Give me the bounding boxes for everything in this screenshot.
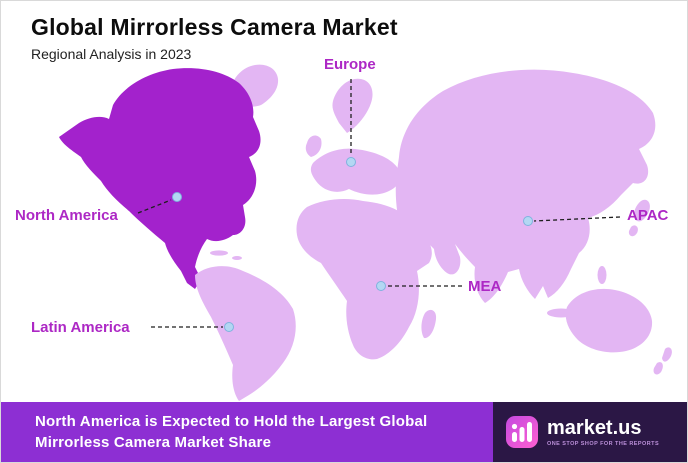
new-zealand-south-island	[653, 362, 663, 375]
region-label-north-america: North America	[15, 207, 118, 224]
north-america-connector-line	[137, 199, 172, 214]
region-label-mea: MEA	[468, 278, 502, 295]
page-subtitle: Regional Analysis in 2023	[31, 46, 192, 62]
australia-region	[565, 288, 653, 353]
brand-box: market.us ONE STOP SHOP FOR THE REPORTS	[493, 402, 687, 462]
region-label-europe: Europe	[324, 56, 376, 73]
brand-text: market.us ONE STOP SHOP FOR THE REPORTS	[547, 417, 659, 447]
europe-region	[310, 148, 400, 195]
japan-south-region	[628, 225, 638, 237]
british-isles-region	[305, 135, 322, 157]
philippines-islands	[597, 266, 607, 284]
europe-marker	[346, 157, 356, 167]
banner-message: North America is Expected to Hold the La…	[1, 402, 493, 462]
world-map	[59, 64, 672, 401]
south-america-region	[195, 266, 296, 401]
marketus-logo-icon	[506, 416, 538, 448]
bottom-banner: North America is Expected to Hold the La…	[1, 402, 687, 462]
brand-name: market.us	[547, 417, 642, 439]
mea-marker	[376, 281, 386, 291]
madagascar-region	[421, 309, 437, 339]
north-america-region	[59, 68, 261, 289]
new-zealand-north-island	[662, 347, 672, 362]
banner-line-1: North America is Expected to Hold the La…	[35, 413, 428, 430]
region-label-apac: APAC	[627, 207, 669, 224]
brand-tagline: ONE STOP SHOP FOR THE REPORTS	[547, 441, 660, 447]
latin-america-marker	[224, 322, 234, 332]
region-label-latin-america: Latin America	[31, 319, 130, 336]
scandinavia-region	[332, 78, 373, 133]
header: Global Mirrorless Camera Market Regional…	[31, 14, 398, 62]
africa-region	[296, 199, 432, 360]
caribbean-islands-small	[232, 256, 242, 260]
asia-region	[395, 69, 656, 303]
caribbean-islands	[210, 250, 228, 256]
banner-line-2: Mirrorless Camera Market Share	[35, 434, 272, 451]
apac-connector-line	[533, 216, 621, 222]
japan-region	[633, 199, 650, 222]
north-america-marker	[172, 192, 182, 202]
page-title: Global Mirrorless Camera Market	[31, 14, 398, 40]
apac-marker	[523, 216, 533, 226]
